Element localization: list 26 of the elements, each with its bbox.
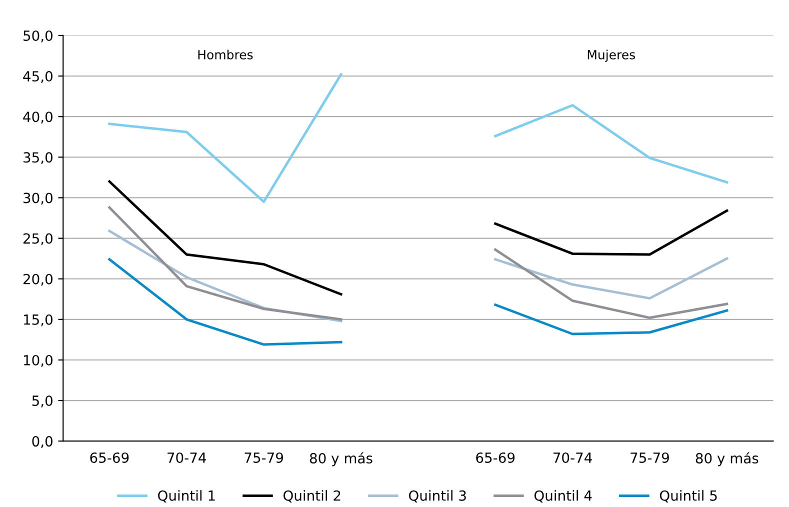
legend-label: Quintil 1 [158, 490, 215, 502]
annotation: Hombres [198, 50, 253, 60]
legend-label: Quintil 2 [284, 490, 340, 502]
x-tick-label: 65-69 [476, 452, 515, 463]
y-tick-label: 45,0 [23, 71, 52, 83]
x-tick-label: 75-79 [244, 452, 284, 463]
x-tick-label: 70-74 [554, 452, 592, 463]
x-tick-label: 65-69 [90, 452, 129, 463]
x-tick-label: 75-79 [630, 452, 669, 463]
legend-label: Quintil 4 [534, 490, 592, 502]
y-tick-label: 35,0 [24, 152, 52, 164]
legend-label: Quintil 5 [660, 490, 717, 502]
y-tick-label: 0,0 [32, 436, 52, 448]
y-tick-label: 5,0 [32, 396, 52, 408]
y-tick-label: 25,0 [23, 233, 52, 246]
y-tick-label: 15,0 [24, 314, 52, 326]
annotation: Mujeres [588, 50, 635, 62]
y-tick-label: 40,0 [23, 112, 52, 124]
y-tick-label: 10,0 [24, 354, 52, 367]
x-tick-label: 70-74 [168, 452, 206, 463]
legend-label: Quintil 3 [408, 490, 466, 502]
y-tick-label: 20,0 [23, 274, 52, 286]
y-tick-label: 50,0 [24, 30, 52, 42]
x-tick-label: 80 y más [310, 452, 372, 466]
y-tick-label: 30,0 [24, 192, 52, 205]
x-tick-label: 80 y más [696, 452, 758, 466]
